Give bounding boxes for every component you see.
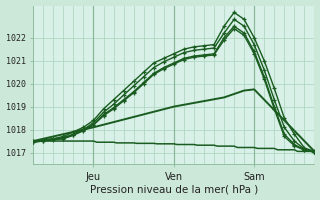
X-axis label: Pression niveau de la mer( hPa ): Pression niveau de la mer( hPa ): [90, 184, 258, 194]
